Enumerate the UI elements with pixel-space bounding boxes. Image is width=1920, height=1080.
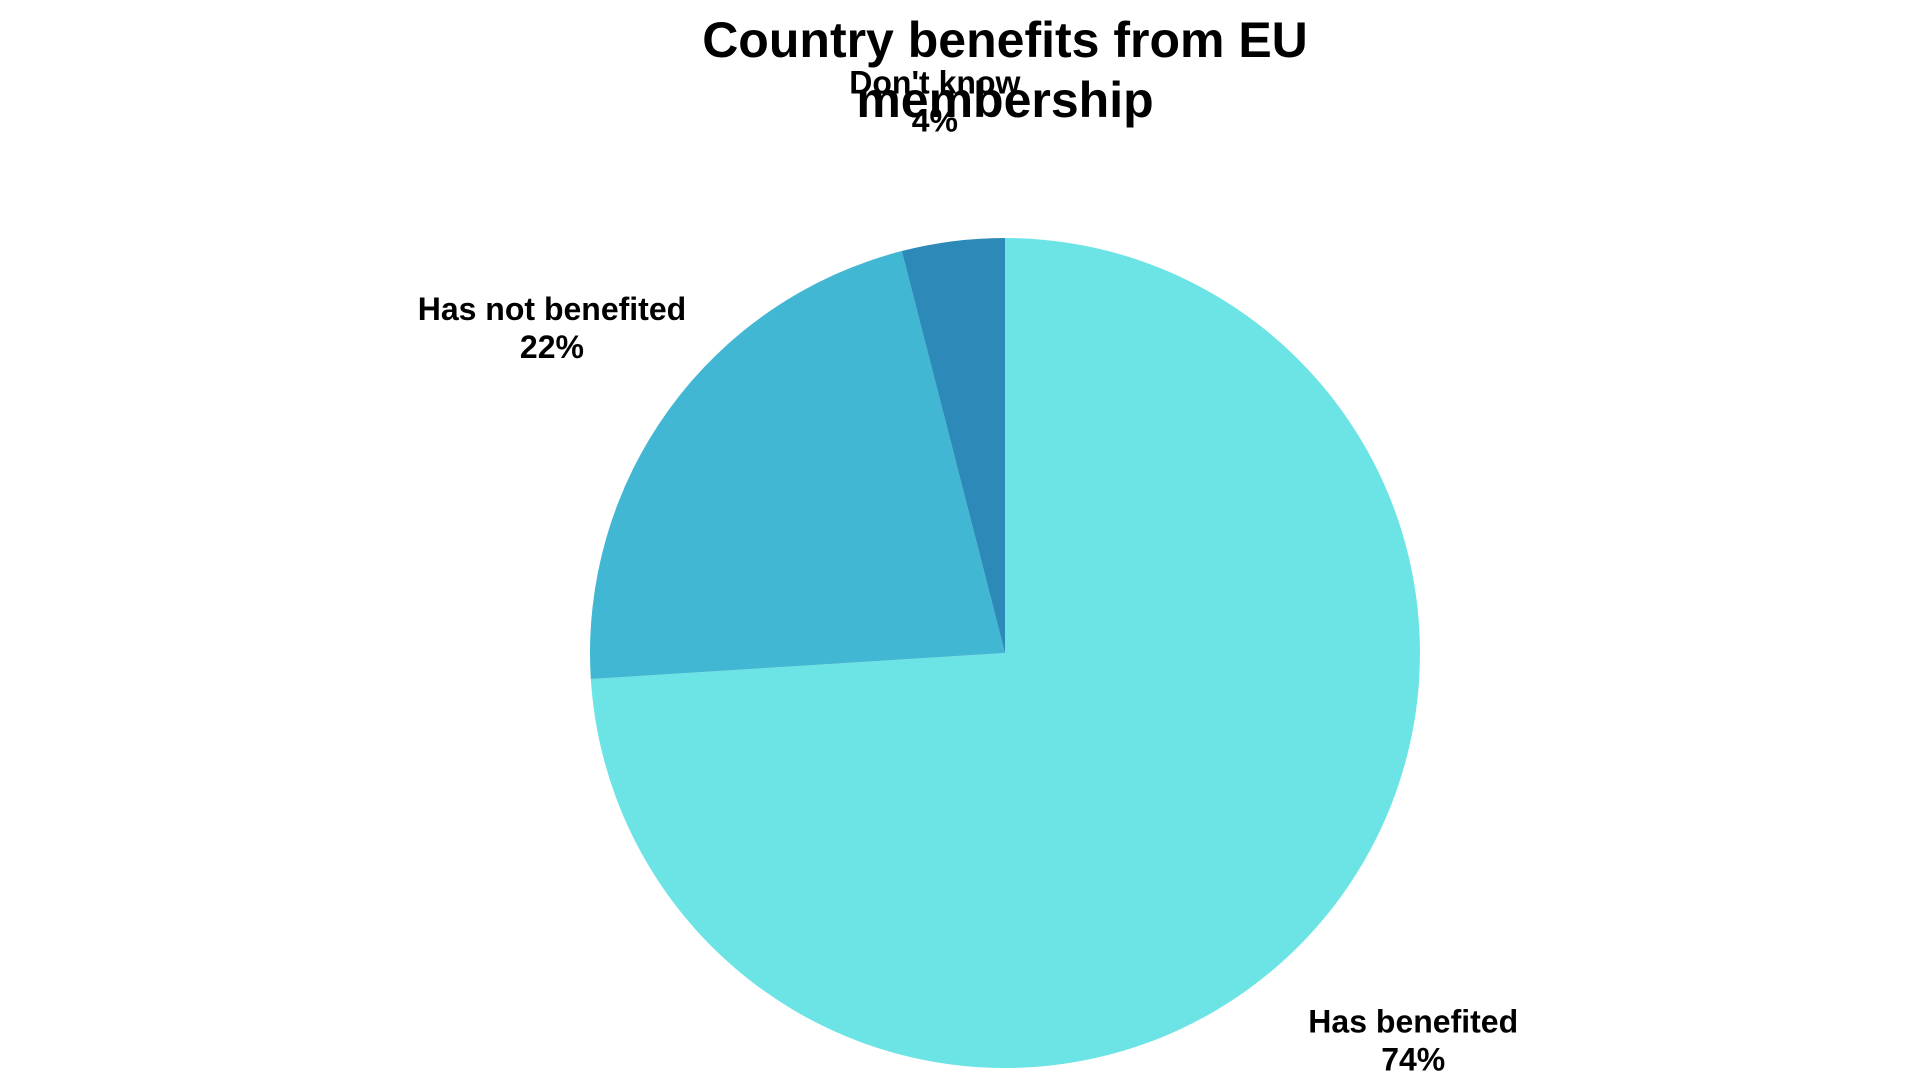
slice-label: Has not benefited <box>418 291 686 327</box>
slice-value-label: 22% <box>520 329 584 365</box>
chart-title: Country benefits from EU membership <box>0 10 1920 130</box>
pie-slice-don-t-know <box>901 238 1005 653</box>
slice-label: Has benefited <box>1308 1003 1518 1039</box>
pie-slice-has-benefited <box>590 238 1421 1068</box>
chart-title-line-1: Country benefits from EU <box>702 12 1308 68</box>
slice-label: Don't know <box>849 64 1020 100</box>
chart-title-line-2: membership <box>856 72 1154 128</box>
pie-slice-has-not-benefited <box>590 251 1005 680</box>
slice-value-label: 4% <box>912 102 958 138</box>
slice-value-label: 74% <box>1381 1041 1445 1077</box>
